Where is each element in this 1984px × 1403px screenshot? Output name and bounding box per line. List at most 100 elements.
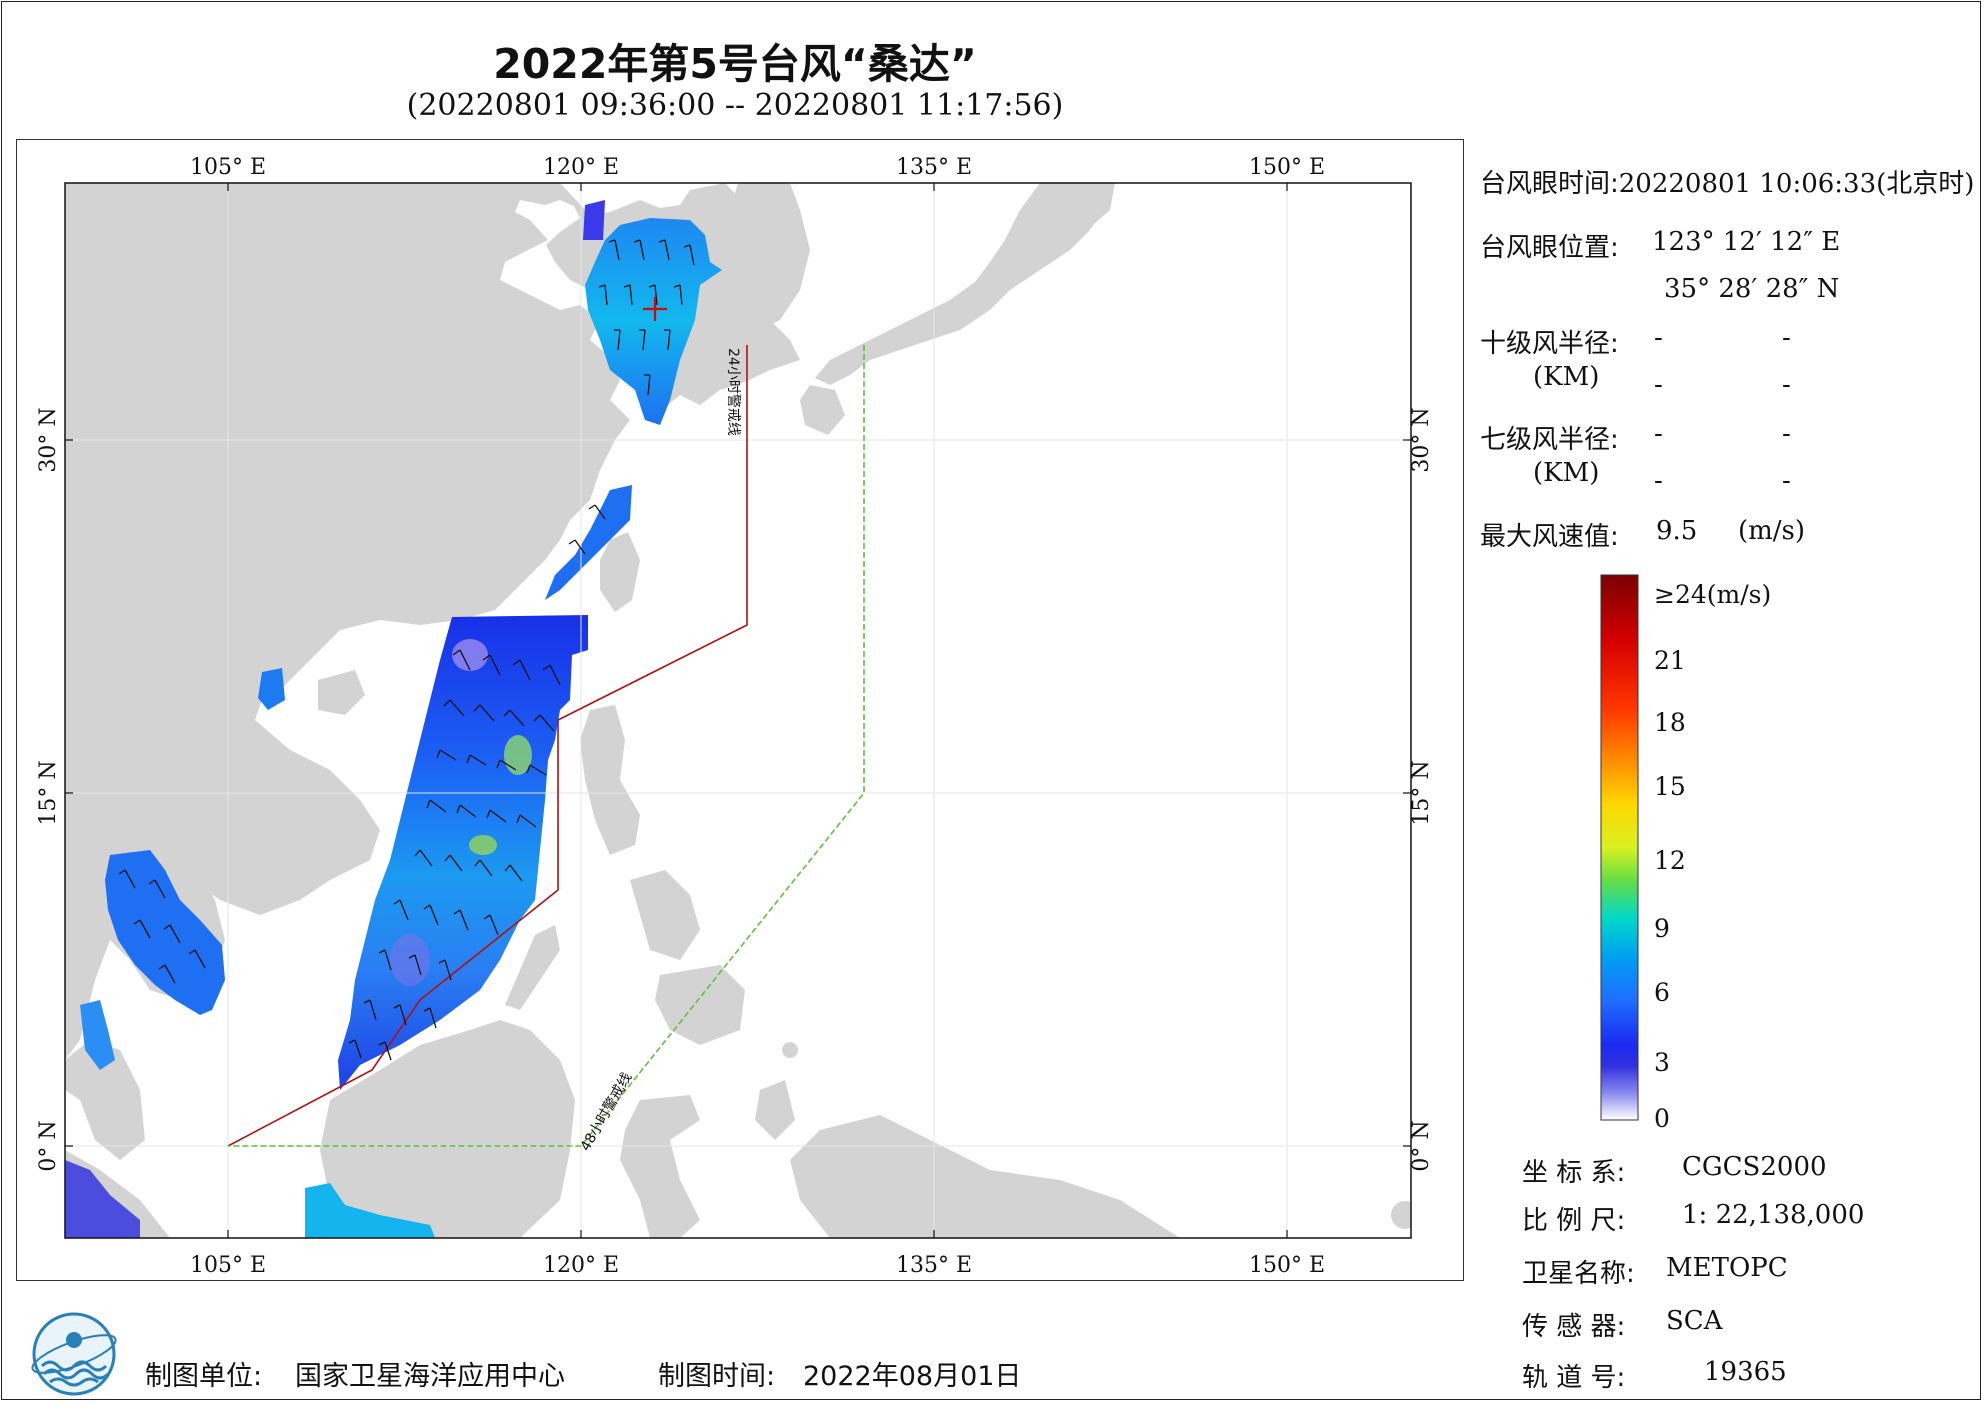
high-wind-spot bbox=[469, 835, 497, 855]
satellite-value: METOPC bbox=[1666, 1253, 1788, 1283]
wind-swaths bbox=[65, 200, 722, 1238]
scale-label: 比 例 尺: bbox=[1522, 1206, 1626, 1236]
coord-label: 坐 标 系: bbox=[1522, 1158, 1626, 1188]
lat-tick-right: 30° N bbox=[1409, 407, 1434, 472]
low-wind-spot bbox=[452, 639, 488, 671]
r10-km-label: (KM) bbox=[1533, 362, 1600, 392]
lon-tick-top: 105° E bbox=[190, 155, 266, 180]
hainan-swath bbox=[258, 668, 285, 710]
lat-tick-right: 0° N bbox=[1409, 1120, 1434, 1171]
island-land bbox=[1391, 1201, 1411, 1229]
malay-land bbox=[65, 1040, 145, 1160]
warning-line-48h bbox=[228, 345, 865, 1147]
r10-dash: - bbox=[1782, 370, 1791, 400]
mainland-land bbox=[65, 183, 800, 1060]
orbit-value: 19365 bbox=[1704, 1357, 1787, 1387]
footer-unit-value: 国家卫星海洋应用中心 bbox=[295, 1361, 565, 1392]
colorbar-label: 15 bbox=[1654, 772, 1686, 801]
wind-barbs bbox=[118, 239, 695, 1061]
eye-time-value: 20220801 10:06:33(北京时) bbox=[1618, 169, 1975, 199]
typhoon-eye-cross-icon[interactable] bbox=[643, 297, 667, 321]
halmahera-land bbox=[755, 1080, 795, 1140]
max-wind-label: 最大风速值: bbox=[1480, 522, 1619, 552]
scale-value: 1: 22,138,000 bbox=[1682, 1200, 1865, 1230]
yellow-sea-swath bbox=[585, 218, 722, 425]
line-24h-label: 24小时警戒线 bbox=[725, 348, 741, 436]
lat-tick-left: 15° N bbox=[36, 760, 61, 825]
low-wind-spot bbox=[390, 934, 430, 986]
r10-label: 十级风半径: bbox=[1480, 329, 1619, 359]
lon-tick-bottom: 135° E bbox=[896, 1253, 972, 1278]
lon-tick-bottom: 150° E bbox=[1249, 1253, 1325, 1278]
colorbar-label: 18 bbox=[1654, 708, 1686, 737]
map-title: 2022年第5号台风“桑达” bbox=[493, 40, 977, 88]
eye-lat: 35° 28′ 28″ N bbox=[1664, 274, 1840, 304]
colorbar-label: 12 bbox=[1654, 846, 1686, 875]
sulawesi-land bbox=[620, 1095, 700, 1238]
high-wind-spot bbox=[504, 735, 532, 775]
warning-line-24h bbox=[227, 345, 748, 1147]
eye-time-label: 台风眼时间: bbox=[1480, 169, 1619, 199]
max-wind-unit: (m/s) bbox=[1738, 516, 1806, 546]
lat-tick-left: 0° N bbox=[36, 1120, 61, 1171]
footer-unit-label: 制图单位: bbox=[145, 1361, 263, 1392]
small-swath bbox=[80, 1000, 115, 1070]
coord-value: CGCS2000 bbox=[1682, 1152, 1827, 1182]
luzon-land bbox=[580, 705, 640, 855]
taiwan-land bbox=[600, 532, 640, 612]
lat-tick-left: 30° N bbox=[36, 407, 61, 472]
palawan-land bbox=[505, 925, 560, 1010]
r10-dash: - bbox=[1654, 323, 1663, 353]
footer-time-label: 制图时间: bbox=[658, 1361, 776, 1392]
gulf-thailand-swath bbox=[105, 850, 225, 1015]
borneo-edge-swath bbox=[305, 1183, 435, 1238]
max-wind-value: 9.5 bbox=[1656, 516, 1698, 546]
lat-tick-right: 15° N bbox=[1409, 760, 1434, 825]
r10-dash: - bbox=[1654, 370, 1663, 400]
bohai-swath bbox=[583, 200, 605, 240]
colorbar-label: 0 bbox=[1654, 1104, 1670, 1133]
borneo-land bbox=[320, 1020, 575, 1238]
eye-time-row: 台风眼时间:20220801 10:06:33(北京时) bbox=[1480, 163, 1974, 200]
colorbar-label: 6 bbox=[1654, 978, 1670, 1007]
sensor-value: SCA bbox=[1666, 1306, 1723, 1336]
r7-dash: - bbox=[1782, 419, 1791, 449]
colorbar-label: 21 bbox=[1654, 646, 1686, 675]
footer-time-value: 2022年08月01日 bbox=[803, 1361, 1022, 1392]
satellite-label: 卫星名称: bbox=[1522, 1259, 1635, 1289]
lon-tick-top: 135° E bbox=[896, 155, 972, 180]
eye-pos-label: 台风眼位置: bbox=[1480, 233, 1619, 263]
colorbar-label: ≥24(m/s) bbox=[1654, 580, 1772, 609]
kyushu-land bbox=[800, 385, 845, 435]
r7-dash: - bbox=[1782, 466, 1791, 496]
hokkaido-land bbox=[1060, 183, 1115, 232]
lon-tick-bottom: 105° E bbox=[190, 1253, 266, 1278]
r7-km-label: (KM) bbox=[1533, 458, 1600, 488]
lon-tick-top: 150° E bbox=[1249, 155, 1325, 180]
hainan-land bbox=[318, 670, 365, 715]
korea-land bbox=[730, 183, 810, 330]
r7-label: 七级风半径: bbox=[1480, 425, 1619, 455]
orbit-label: 轨 道 号: bbox=[1522, 1363, 1626, 1393]
island-land bbox=[782, 1042, 798, 1058]
noaa-style-logo-icon bbox=[31, 1312, 117, 1396]
visayas-land bbox=[630, 870, 700, 960]
r10-dash: - bbox=[1782, 323, 1791, 353]
r7-dash: - bbox=[1654, 419, 1663, 449]
axis-ticks bbox=[65, 183, 1411, 1238]
eye-pos-row: 台风眼位置: bbox=[1480, 227, 1619, 264]
mindanao-land bbox=[655, 965, 745, 1045]
map-panel bbox=[16, 139, 1464, 1281]
eye-lon: 123° 12′ 12″ E bbox=[1652, 227, 1841, 257]
sensor-label: 传 感 器: bbox=[1522, 1312, 1626, 1342]
japan-land bbox=[815, 183, 1110, 385]
sw-corner-swath bbox=[65, 1160, 140, 1238]
taiwan-strait-swath bbox=[545, 485, 632, 600]
colorbar bbox=[1600, 574, 1639, 1121]
colorbar-label: 9 bbox=[1654, 914, 1670, 943]
plot-border bbox=[64, 182, 1412, 1239]
map-subtitle: (20220801 09:36:00 -- 20220801 11:17:56) bbox=[406, 88, 1064, 123]
r7-dash: - bbox=[1654, 466, 1663, 496]
